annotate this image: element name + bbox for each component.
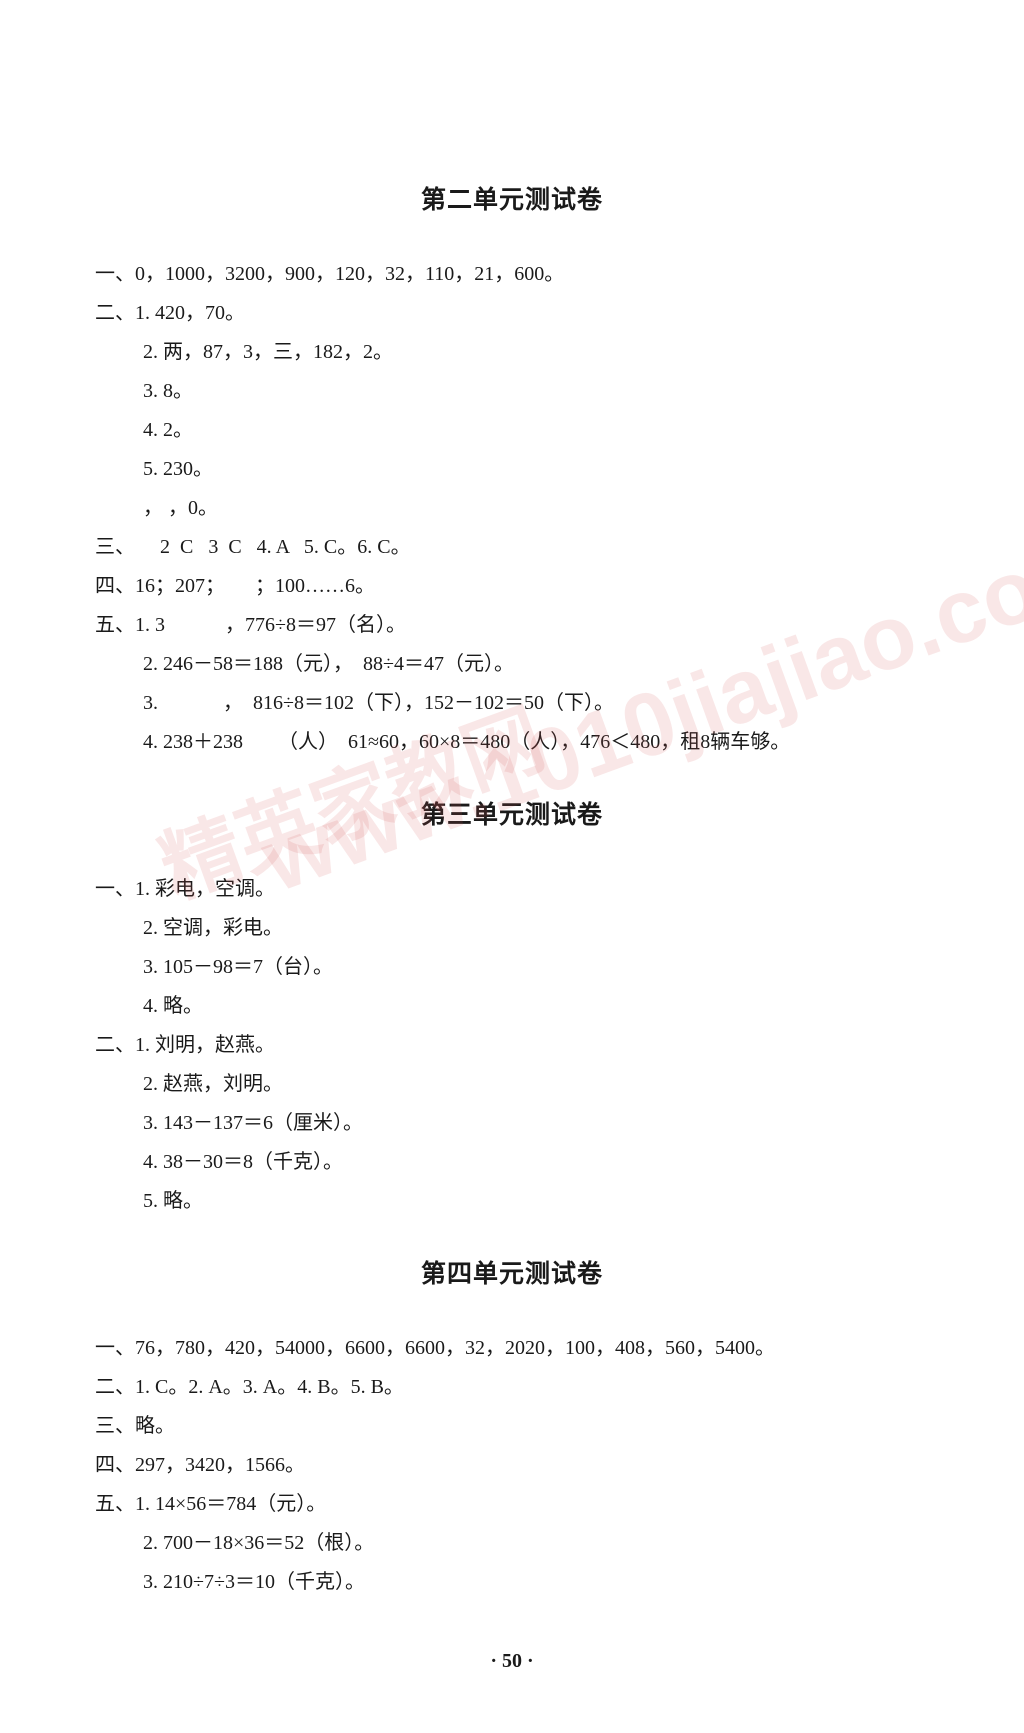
unit2-line: 4. 238＋238 （人） 61≈60，60×8＝480（人），476＜480… [95,724,929,760]
unit3-line: 二、1. 刘明，赵燕。 [95,1027,929,1063]
unit3-line: 4. 略。 [95,988,929,1024]
unit3-line: 3. 143－137＝6（厘米）。 [95,1105,929,1141]
unit4-line: 五、1. 14×56＝784（元）。 [95,1486,929,1522]
unit3-title: 第三单元测试卷 [95,795,929,831]
unit4-line: 二、1. C。2. A。3. A。4. B。5. B。 [95,1369,929,1405]
unit3-line: 5. 略。 [95,1183,929,1219]
unit4-line: 一、76，780，420，54000，6600，6600，32，2020，100… [95,1330,929,1366]
unit3-line: 2. 赵燕，刘明。 [95,1066,929,1102]
unit2-line: 4. 2。 [95,412,929,448]
page-number: · 50 · [95,1650,929,1673]
unit4-line: 3. 210÷7÷3＝10（千克）。 [95,1564,929,1600]
unit3-line: 3. 105－98＝7（台）。 [95,949,929,985]
unit2-line: 五、1. 3 ，776÷8＝97（名）。 [95,607,929,643]
unit2-line: 二、1. 420，70。 [95,295,929,331]
unit4-line: 2. 700－18×36＝52（根）。 [95,1525,929,1561]
unit2-line: 3. ， 816÷8＝102（下），152－102＝50（下）。 [95,685,929,721]
unit2-line: 2. 两，87，3，三，182，2。 [95,334,929,370]
unit2-line: 2. 246－58＝188（元）， 88÷4＝47（元）。 [95,646,929,682]
unit2-line: 5. 230。 [95,451,929,487]
unit4-title: 第四单元测试卷 [95,1254,929,1290]
unit4-line: 四、297，3420，1566。 [95,1447,929,1483]
unit2-line: 3. 8。 [95,373,929,409]
unit3-line: 一、1. 彩电，空调。 [95,871,929,907]
unit2-line: ， ，0。 [95,490,929,526]
unit2-line: 三、 2 C 3 C 4. A 5. C。6. C。 [95,529,929,565]
unit2-title: 第二单元测试卷 [95,180,929,216]
unit3-line: 4. 38－30＝8（千克）。 [95,1144,929,1180]
unit4-line: 三、略。 [95,1408,929,1444]
unit2-line: 四、16；207； ；100……6。 [95,568,929,604]
unit2-line: 一、0，1000，3200，900，120，32，110，21，600。 [95,256,929,292]
unit3-line: 2. 空调，彩电。 [95,910,929,946]
page-content: 第二单元测试卷 一、0，1000，3200，900，120，32，110，21，… [0,0,1024,1733]
